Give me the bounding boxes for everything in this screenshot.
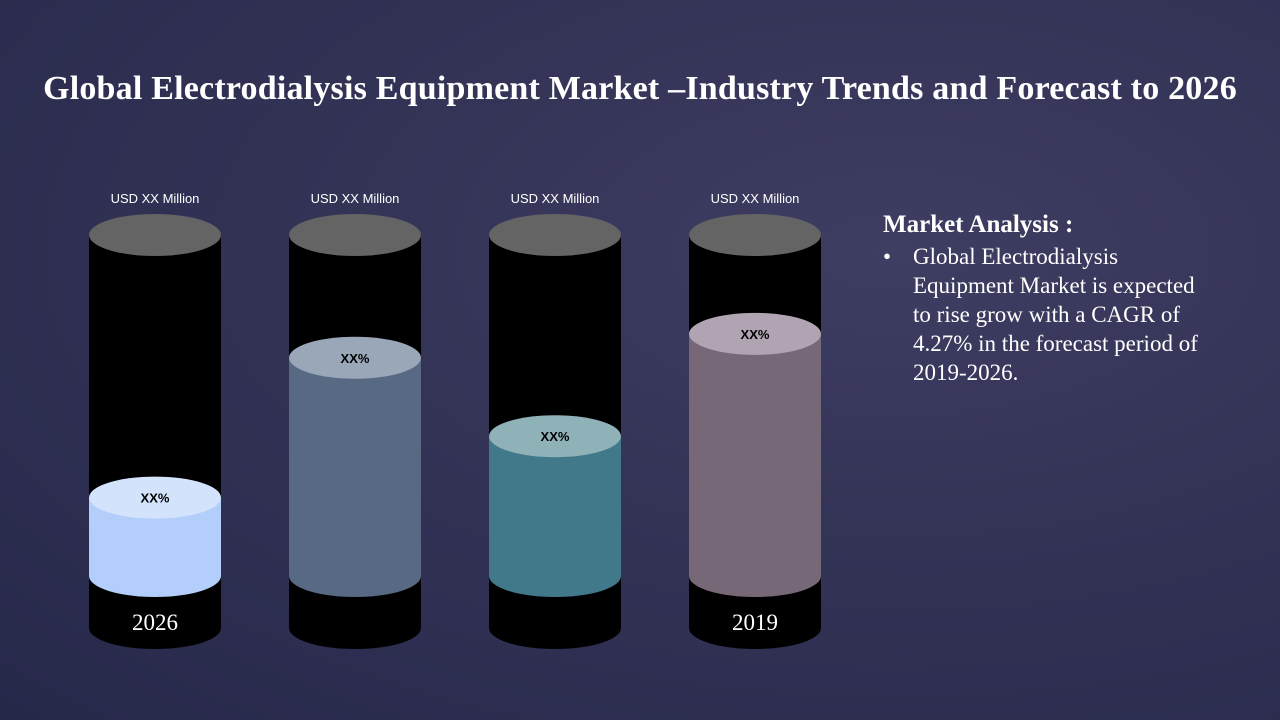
cylinder-2: XX% USD XX Million (289, 191, 421, 649)
category-label: 2026 (132, 610, 178, 635)
bar-fill (689, 333, 821, 597)
bar-fill-top (489, 415, 621, 458)
data-label: XX% (141, 491, 170, 506)
cylinder-cap (89, 214, 221, 256)
market-analysis-panel: Market Analysis : • Global Electrodialys… (883, 208, 1213, 387)
cylinder-cap (489, 214, 621, 256)
page-title: Global Electrodialysis Equipment Market … (43, 70, 1237, 107)
cylinder-1: XX% USD XX Million 2026 (89, 191, 221, 649)
data-label: XX% (341, 351, 370, 366)
market-analysis-bullet: • Global Electrodialysis Equipment Marke… (883, 242, 1213, 387)
bar-fill (289, 357, 421, 597)
data-label: XX% (541, 429, 570, 444)
bar-fill (89, 497, 221, 597)
usd-label: USD XX Million (511, 191, 600, 206)
usd-label: USD XX Million (711, 191, 800, 206)
bullet-icon: • (883, 244, 892, 269)
cylinder-cap (689, 214, 821, 256)
cylinder-3: XX% USD XX Million (489, 191, 621, 649)
market-analysis-heading: Market Analysis : (883, 211, 1074, 238)
cylinder-cap (289, 214, 421, 256)
bar-fill-top (89, 476, 221, 519)
usd-label: USD XX Million (311, 191, 400, 206)
bar-fill-top (689, 312, 821, 355)
bar-fill (489, 436, 621, 597)
data-label: XX% (741, 327, 770, 342)
cylinder-4: XX% USD XX Million 2019 (689, 191, 821, 649)
usd-label: USD XX Million (111, 191, 200, 206)
bar-fill-top (289, 336, 421, 379)
market-analysis-text: Global Electrodialysis Equipment Market … (913, 244, 1198, 385)
category-label: 2019 (732, 610, 778, 635)
